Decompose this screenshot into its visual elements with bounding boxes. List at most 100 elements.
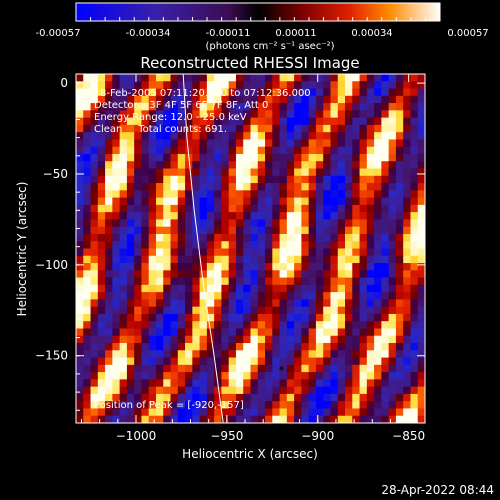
heatmap-cell	[235, 190, 244, 199]
heatmap-cell	[105, 328, 113, 337]
heatmap-cell	[337, 81, 346, 90]
heatmap-cell	[243, 183, 252, 191]
heatmap-cell	[308, 415, 317, 423]
heatmap-cell	[286, 277, 295, 286]
heatmap-cell	[97, 255, 106, 264]
heatmap-cell	[301, 103, 310, 111]
heatmap-cell	[243, 372, 252, 380]
heatmap-cell	[163, 132, 172, 141]
heatmap-cell	[119, 233, 128, 242]
heatmap-cell	[366, 263, 375, 271]
heatmap-cell	[134, 74, 143, 82]
heatmap-cell	[170, 299, 179, 308]
heatmap-cell	[417, 270, 425, 279]
heatmap-cell	[388, 226, 397, 235]
heatmap-cell	[163, 103, 172, 111]
heatmap-cell	[206, 81, 215, 90]
heatmap-cell	[374, 343, 382, 351]
heatmap-cell	[308, 74, 317, 82]
heatmap-cell	[294, 204, 302, 213]
heatmap-cell	[148, 408, 157, 417]
heatmap-cell	[257, 343, 266, 351]
heatmap-cell	[366, 255, 375, 264]
heatmap-cell	[410, 277, 419, 286]
heatmap-cell	[374, 372, 382, 380]
heatmap-cell	[366, 132, 375, 141]
heatmap-cell	[221, 226, 230, 235]
heatmap-cell	[417, 277, 425, 286]
heatmap-cell	[345, 153, 353, 162]
heatmap-cell	[105, 219, 113, 228]
heatmap-cell	[388, 110, 397, 119]
heatmap-cell	[294, 357, 302, 366]
heatmap-cell	[381, 132, 390, 141]
heatmap-cell	[155, 321, 164, 330]
heatmap-cell	[141, 386, 150, 395]
heatmap-cell	[286, 197, 295, 206]
heatmap-cell	[388, 343, 397, 351]
heatmap-cell	[257, 146, 266, 155]
heatmap-cell	[410, 161, 419, 170]
heatmap-cell	[177, 146, 186, 155]
heatmap-cell	[345, 117, 353, 126]
heatmap-cell	[199, 284, 208, 293]
heatmap-cell	[323, 226, 332, 235]
heatmap-cell	[294, 168, 302, 177]
heatmap-cell	[279, 321, 288, 330]
heatmap-cell	[381, 81, 390, 90]
heatmap-cell	[119, 146, 128, 155]
heatmap-cell	[301, 401, 310, 410]
heatmap-cell	[265, 284, 273, 293]
heatmap-cell	[388, 284, 397, 293]
heatmap-cell	[185, 146, 193, 155]
heatmap-cell	[323, 386, 332, 395]
heatmap-cell	[410, 190, 419, 199]
heatmap-cell	[410, 226, 419, 235]
heatmap-cell	[250, 197, 259, 206]
heatmap-cell	[323, 74, 332, 82]
heatmap-cell	[257, 81, 266, 90]
heatmap-cell	[141, 95, 150, 104]
heatmap-cell	[141, 132, 150, 141]
heatmap-cell	[265, 110, 273, 119]
heatmap-cell	[359, 197, 368, 206]
heatmap-cell	[141, 183, 150, 191]
heatmap-cell	[374, 233, 382, 242]
heatmap-cell	[148, 117, 157, 126]
heatmap-cell	[112, 124, 121, 133]
heatmap-cell	[97, 212, 106, 221]
heatmap-cell	[388, 379, 397, 388]
heatmap-cell	[359, 183, 368, 191]
heatmap-cell	[345, 124, 353, 133]
heatmap-cell	[395, 233, 404, 242]
heatmap-cell	[257, 321, 266, 330]
heatmap-cell	[286, 212, 295, 221]
heatmap-cell	[410, 292, 419, 300]
heatmap-cell	[286, 241, 295, 250]
heatmap-cell	[374, 386, 382, 395]
heatmap-cell	[119, 183, 128, 191]
heatmap-cell	[170, 313, 179, 322]
heatmap-cell	[265, 204, 273, 213]
heatmap-cell	[352, 153, 361, 162]
heatmap-cell	[308, 335, 317, 344]
heatmap-cell	[105, 197, 113, 206]
heatmap-cell	[257, 415, 266, 423]
heatmap-cell	[381, 313, 390, 322]
heatmap-cell	[83, 386, 92, 395]
heatmap-cell	[308, 197, 317, 206]
heatmap-cell	[192, 343, 201, 351]
heatmap-cell	[286, 168, 295, 177]
heatmap-cell	[265, 328, 273, 337]
heatmap-cell	[141, 219, 150, 228]
heatmap-cell	[221, 103, 230, 111]
heatmap-cell	[410, 284, 419, 293]
heatmap-cell	[330, 350, 339, 359]
heatmap-cell	[359, 95, 368, 104]
heatmap-cell	[250, 284, 259, 293]
heatmap-cell	[315, 386, 324, 395]
heatmap-cell	[90, 233, 99, 242]
heatmap-cell	[265, 321, 273, 330]
heatmap-cell	[243, 328, 252, 337]
heatmap-cell	[177, 313, 186, 322]
